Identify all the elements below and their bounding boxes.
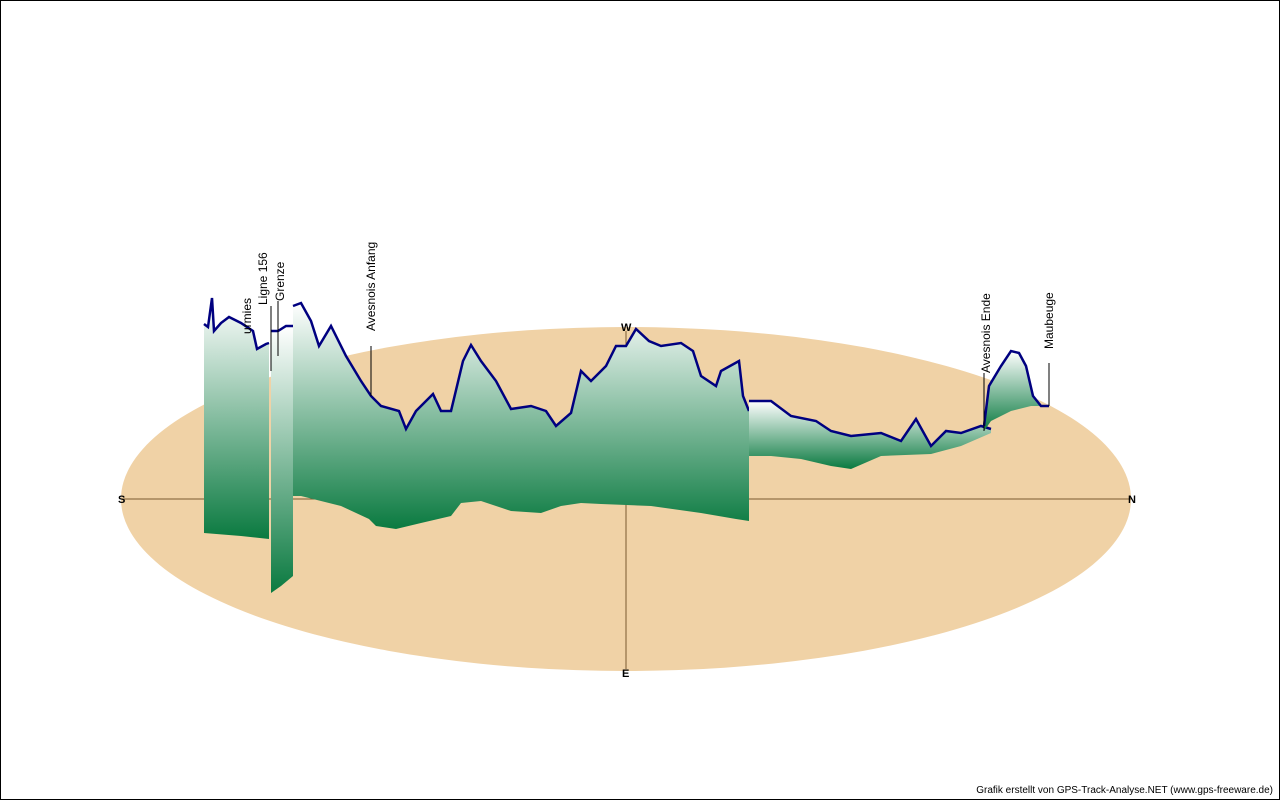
waypoint-label: Grenze <box>273 261 287 301</box>
waypoint-label: Ligne 156 <box>256 252 270 305</box>
waypoint-label: Avesnois Anfang <box>364 242 378 331</box>
credit-text: Grafik erstellt von GPS-Track-Analyse.NE… <box>976 785 1273 796</box>
profile-surface <box>271 326 293 593</box>
track-line <box>203 297 270 351</box>
profile-surface <box>984 351 1049 431</box>
compass-east: E <box>622 668 629 680</box>
profile-surface <box>293 303 749 529</box>
track-line <box>749 399 992 449</box>
profile-surface <box>204 298 269 539</box>
track-line <box>982 349 1049 427</box>
compass-south: S <box>118 494 125 506</box>
compass-west: W <box>621 322 632 334</box>
waypoint-label: Maubeuge <box>1042 292 1056 349</box>
compass-north: N <box>1128 494 1136 506</box>
track-line <box>271 324 293 333</box>
waypoint-label: urmies <box>240 298 254 334</box>
waypoint-label: Avesnois Ende <box>979 293 993 373</box>
track-line <box>292 301 751 432</box>
